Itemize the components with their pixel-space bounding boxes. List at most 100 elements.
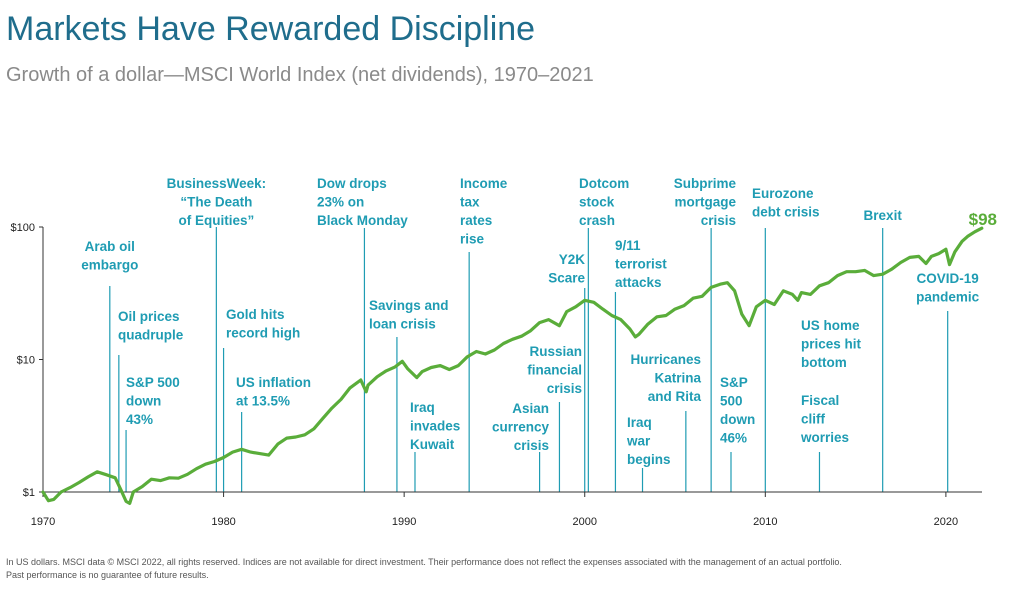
data-point <box>818 285 821 287</box>
data-point <box>726 281 729 284</box>
x-tick-label: 1980 <box>211 516 235 528</box>
data-point <box>407 368 409 370</box>
data-point <box>558 324 561 327</box>
data-point <box>547 318 550 321</box>
data-point <box>827 281 830 284</box>
annotation-line: terrorist <box>615 257 667 272</box>
annotation-line: 43% <box>126 412 153 427</box>
annotation-line: S&P 500 <box>126 375 180 390</box>
annotation-income-tax: Income tax rates rise <box>460 176 508 247</box>
data-point <box>331 407 333 409</box>
annotation-line: Savings and <box>369 298 449 313</box>
data-point <box>222 456 225 459</box>
data-point <box>168 477 171 479</box>
data-point <box>692 297 694 300</box>
data-point <box>701 295 703 298</box>
data-point <box>87 476 89 478</box>
data-point <box>800 291 803 294</box>
data-point <box>918 255 920 258</box>
data-point <box>836 274 839 277</box>
data-point <box>394 366 396 368</box>
data-point <box>186 473 189 476</box>
data-point <box>974 231 976 233</box>
data-point <box>78 481 80 484</box>
data-point <box>231 451 234 453</box>
annotation-gold-hits-record: Gold hits record high <box>226 307 300 341</box>
annotation-y2k-scare: Y2K Scare <box>548 252 585 286</box>
annotation-dotcom-crash: Dotcom stock crash <box>579 176 629 228</box>
annotation-line: rates <box>460 213 492 228</box>
annotation-line: begins <box>627 452 671 467</box>
data-point <box>925 262 927 265</box>
data-point <box>150 478 153 481</box>
annotation-line: cliff <box>801 412 826 427</box>
data-point <box>141 485 144 488</box>
series-line-0 <box>41 226 984 505</box>
data-point <box>204 463 207 466</box>
data-point <box>277 443 279 445</box>
annotation-russian-financial: Russian financial crisis <box>527 344 582 396</box>
annotation-line: Iraq <box>627 415 652 430</box>
annotation-oil-prices-quadruple: Oil prices quadruple <box>118 309 184 343</box>
annotation-savings-loan: Savings and loan crisis <box>369 298 449 332</box>
data-point <box>733 290 736 292</box>
data-point <box>863 269 866 272</box>
data-point <box>764 299 767 302</box>
data-point <box>845 270 848 273</box>
annotation-line: Income <box>460 176 508 191</box>
data-point <box>240 448 243 451</box>
data-point <box>611 314 613 317</box>
data-point <box>899 261 902 264</box>
annotation-sp500-down-46: S&P 500 down 46% <box>720 375 755 446</box>
annotation-line: Subprime <box>674 176 737 191</box>
annotation-fiscal-cliff: Fiscal cliff worries <box>800 393 849 445</box>
data-point <box>448 368 451 371</box>
annotation-line: war <box>626 434 651 449</box>
data-point <box>125 500 127 503</box>
data-point <box>349 387 351 389</box>
annotation-us-home-prices: US home prices hit bottom <box>801 318 862 370</box>
data-point <box>42 491 44 493</box>
annotation-line: Gold hits <box>226 307 285 322</box>
data-point <box>493 349 496 351</box>
data-point <box>177 477 180 480</box>
annotation-dow-drops: Dow drops 23% on Black Monday <box>317 176 408 228</box>
data-point <box>872 274 875 277</box>
x-tick-label: 1990 <box>392 516 416 528</box>
annotation-labels: Arab oil embargo Oil prices quadruple S&P 50… <box>81 176 979 467</box>
annotation-line: mortgage <box>674 195 736 210</box>
annotation-line: Y2K <box>559 252 586 267</box>
data-point <box>748 324 750 327</box>
data-point <box>360 379 362 381</box>
data-point <box>741 313 743 315</box>
annotation-line: 9/11 <box>615 238 641 253</box>
data-point <box>258 452 261 455</box>
annotation-line: quadruple <box>118 328 184 343</box>
data-point <box>620 318 622 321</box>
data-point <box>119 488 122 491</box>
data-point <box>60 491 62 493</box>
data-point <box>416 376 418 379</box>
x-tick-label: 1970 <box>31 516 55 528</box>
data-point <box>213 460 216 463</box>
data-point <box>365 391 368 393</box>
data-point <box>937 252 940 255</box>
annotation-iraq-war: Iraq war begins <box>626 415 671 467</box>
data-point <box>132 491 135 493</box>
data-point <box>249 451 252 453</box>
data-point <box>719 283 721 286</box>
data-point <box>656 316 658 318</box>
annotation-eurozone: Eurozone debt crisis <box>752 186 820 220</box>
annotation-line: Dow drops <box>317 176 387 191</box>
annotation-line: at 13.5% <box>236 394 290 409</box>
data-point <box>421 370 424 373</box>
end-value-label: $98 <box>969 210 997 229</box>
data-point <box>961 240 963 243</box>
data-point <box>782 290 785 292</box>
data-point <box>683 304 685 307</box>
data-point <box>647 323 649 325</box>
annotation-line: pandemic <box>916 290 980 305</box>
annotation-businessweek: BusinessWeek: “The Death of Equities” <box>167 176 267 228</box>
data-point <box>385 370 387 372</box>
